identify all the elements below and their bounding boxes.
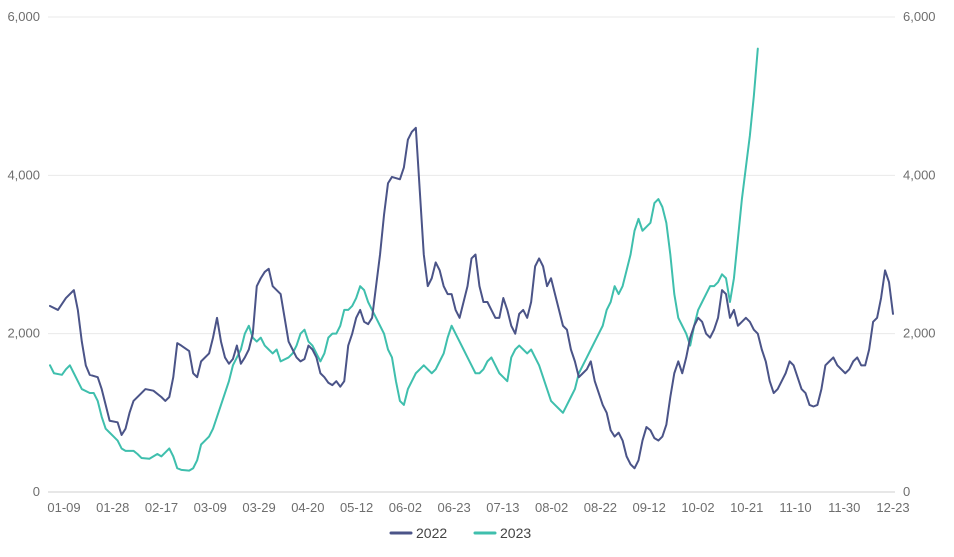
right-y-tick-label: 6,000 [903, 9, 936, 24]
x-tick-label: 04-20 [291, 500, 324, 515]
right-y-axis: 0 2,000 4,000 6,000 [903, 9, 936, 499]
right-y-tick-label: 4,000 [903, 167, 936, 182]
legend-label: 2023 [500, 525, 531, 541]
x-tick-label: 02-17 [145, 500, 178, 515]
series-line-2023 [49, 47, 759, 472]
right-y-tick-label: 0 [903, 484, 910, 499]
left-y-tick-label: 0 [33, 484, 40, 499]
grid-lines [48, 16, 895, 493]
legend-label: 2022 [416, 525, 447, 541]
left-y-tick-label: 6,000 [7, 9, 40, 24]
left-y-axis: 0 2,000 4,000 6,000 [7, 9, 40, 499]
series-lines [49, 47, 894, 472]
legend-item-2022[interactable]: 2022 [389, 525, 447, 541]
x-tick-label: 12-23 [876, 500, 909, 515]
x-tick-label: 11-10 [779, 500, 811, 515]
x-axis: 01-09 01-28 02-17 03-09 03-29 04-20 05-12 06-02… [47, 491, 910, 515]
x-tick-label: 06-02 [389, 500, 422, 515]
x-tick-label: 08-22 [584, 500, 617, 515]
x-tick-label: 10-02 [681, 500, 714, 515]
x-tick-label: 11-30 [828, 500, 860, 515]
right-y-tick-label: 2,000 [903, 326, 936, 341]
series-line-2022 [49, 126, 894, 470]
left-y-tick-label: 2,000 [7, 326, 40, 341]
x-tick-label: 09-12 [633, 500, 666, 515]
legend[interactable]: 2022 2023 [389, 525, 531, 541]
x-tick-label: 01-28 [96, 500, 129, 515]
x-tick-label: 06-23 [437, 500, 470, 515]
x-tick-label: 01-09 [47, 500, 80, 515]
x-tick-label: 05-12 [340, 500, 373, 515]
legend-item-2023[interactable]: 2023 [473, 525, 531, 541]
x-tick-label: 03-29 [242, 500, 275, 515]
x-tick-label: 10-21 [730, 500, 763, 515]
x-tick-label: 03-09 [194, 500, 227, 515]
x-tick-label: 08-02 [535, 500, 568, 515]
x-tick-label: 07-13 [486, 500, 519, 515]
left-y-tick-label: 4,000 [7, 167, 40, 182]
